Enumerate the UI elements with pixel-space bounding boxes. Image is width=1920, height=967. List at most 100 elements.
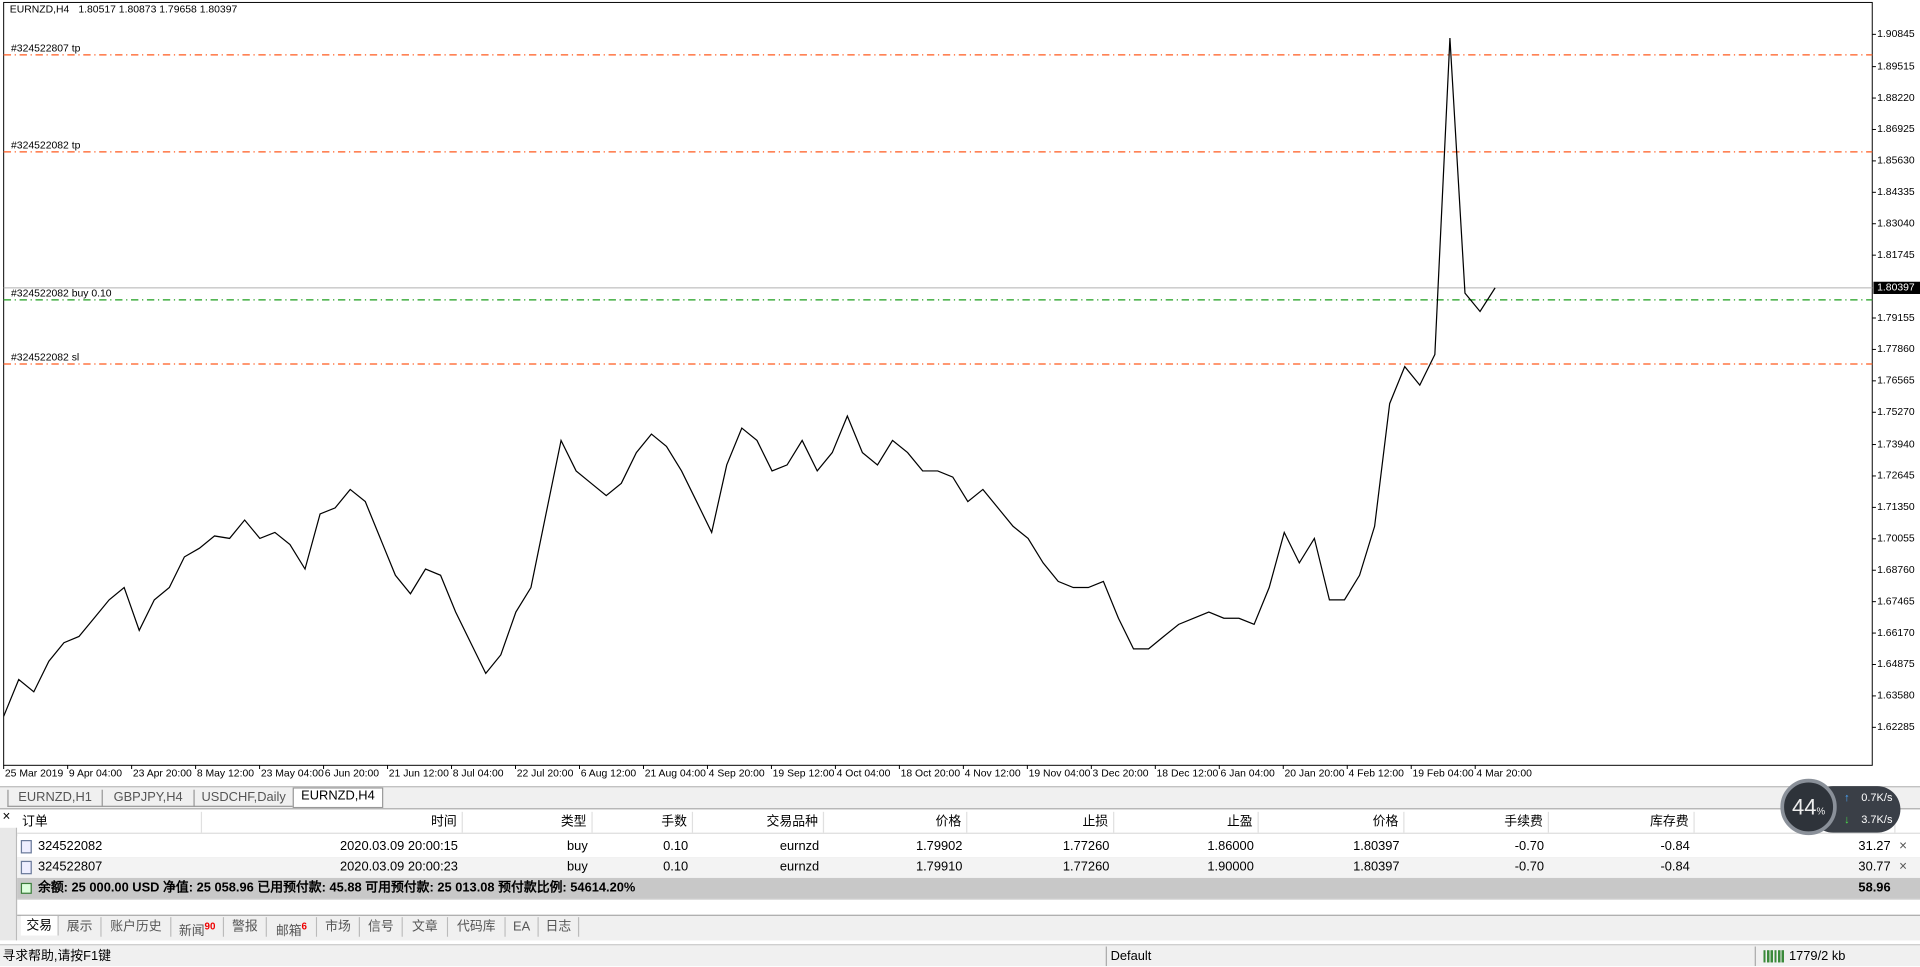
tab-badge: 6 — [301, 920, 308, 932]
y-tick-label: 1.79155 — [1877, 313, 1915, 324]
column-header[interactable]: 交易品种 — [693, 811, 825, 833]
tab-label: 警报 — [232, 919, 258, 935]
y-tick-label: 1.66170 — [1877, 628, 1915, 639]
order-icon — [20, 840, 32, 854]
table-cell: 1.86000 — [1207, 838, 1254, 854]
tab-label: 邮箱 — [275, 923, 302, 939]
x-tick-label: 9 Apr 04:00 — [69, 769, 122, 780]
bottom-tab[interactable]: 展示 — [58, 917, 102, 937]
column-header[interactable]: 手续费 — [1404, 811, 1549, 833]
table-cell: 1.80397 — [1353, 859, 1400, 875]
x-tick-label: 18 Dec 12:00 — [1157, 769, 1219, 780]
bottom-tab[interactable]: 交易 — [20, 915, 59, 936]
x-tick-label: 19 Feb 04:00 — [1412, 769, 1473, 780]
x-tick-label: 19 Sep 12:00 — [773, 769, 835, 780]
ohlc: 1.80517 1.80873 1.79658 1.80397 — [78, 5, 237, 16]
symbol: EURNZD,H4 — [10, 5, 70, 16]
bottom-tab[interactable]: 代码库 — [448, 917, 506, 937]
column-header[interactable]: 时间 — [202, 811, 463, 833]
chart-tab[interactable]: USDCHF,Daily — [193, 789, 294, 807]
y-tick-label: 1.67465 — [1877, 596, 1915, 607]
x-tick-label: 4 Nov 12:00 — [965, 769, 1021, 780]
widget-circle: 44% — [1780, 778, 1837, 836]
column-header[interactable]: 止损 — [967, 811, 1115, 833]
x-tick-label: 6 Aug 12:00 — [581, 769, 637, 780]
table-cell: 31.27 — [1858, 838, 1891, 854]
tab-label: 信号 — [367, 919, 394, 935]
close-order[interactable]: × — [1899, 838, 1908, 854]
bottom-tab[interactable]: 市场 — [317, 917, 361, 937]
y-tick-label: 1.86925 — [1877, 124, 1915, 135]
widget-up: 0.7K/s — [1861, 791, 1893, 804]
y-tick-label: 1.64875 — [1877, 659, 1915, 670]
y-tick-label: 1.90845 — [1877, 29, 1915, 40]
chart-tab[interactable]: EURNZD,H1 — [7, 789, 103, 807]
column-header[interactable]: 价格 — [1259, 811, 1405, 833]
x-tick-label: 4 Sep 20:00 — [709, 769, 765, 780]
bottom-tab[interactable]: EA — [505, 917, 539, 937]
price-label: 1.80397 — [1877, 283, 1915, 294]
status-help: 寻求帮助,请按F1键 — [2, 948, 112, 964]
table-cell: 2020.03.09 20:00:23 — [339, 859, 458, 875]
table-cell: -0.70 — [1514, 859, 1545, 875]
table-cell: 1.90000 — [1207, 859, 1254, 875]
table-row: 324522807 2020.03.09 20:00:23 buy 0.10 eurnz… — [17, 857, 1920, 880]
x-tick-label: 23 May 04:00 — [261, 769, 324, 780]
column-header[interactable]: 止盈 — [1114, 811, 1259, 833]
widget-percent: 44 — [1791, 794, 1817, 820]
x-tick-label: 18 Oct 20:00 — [901, 769, 961, 780]
y-tick-label: 1.88220 — [1877, 93, 1915, 104]
table-cell: buy — [567, 838, 588, 854]
y-tick-label: 1.70055 — [1877, 534, 1915, 545]
column-header[interactable]: 手数 — [593, 811, 694, 833]
table-row: 324522082 2020.03.09 20:00:15 buy 0.10 eurnz… — [17, 836, 1920, 859]
status-bar — [0, 944, 1920, 967]
x-tick-label: 4 Oct 04:00 — [837, 769, 891, 780]
tab-label: 日志 — [545, 919, 572, 935]
summary: 余额: 25 000.00 USD 净值: 25 058.96 已用预付款: 4… — [37, 880, 636, 896]
status-sep — [1105, 946, 1107, 967]
widget-sign: % — [1816, 805, 1826, 817]
y-tick-label: 1.63580 — [1877, 691, 1915, 702]
down-arrow: ↓ — [1844, 813, 1850, 826]
table-cell: -0.84 — [1660, 838, 1690, 854]
x-tick-label: 21 Jun 12:00 — [389, 769, 449, 780]
close-order[interactable]: × — [1899, 859, 1908, 875]
column-header[interactable]: 库存费 — [1549, 811, 1695, 833]
price-box — [1873, 281, 1920, 294]
table-cell: 1.77260 — [1062, 859, 1110, 875]
chart-tab[interactable]: GBPJPY,H4 — [101, 789, 195, 807]
bottom-tab[interactable]: 日志 — [538, 917, 580, 937]
chart-tab[interactable]: EURNZD,H4 — [292, 787, 384, 809]
tab-label: 新闻 — [178, 923, 205, 939]
table-cell: -0.84 — [1660, 859, 1690, 875]
y-tick-label: 1.73940 — [1877, 439, 1915, 450]
column-header[interactable]: 类型 — [463, 811, 593, 833]
y-tick-label: 1.84335 — [1877, 187, 1915, 198]
x-tick-label: 8 Jul 04:00 — [453, 769, 504, 780]
summary-profit: 58.96 — [1858, 880, 1891, 896]
summary-row: 余额: 25 000.00 USD 净值: 25 058.96 已用预付款: 4… — [17, 877, 1920, 901]
x-tick-label: 6 Jun 20:00 — [325, 769, 380, 780]
table-cell: 324522807 — [37, 859, 103, 875]
table-cell: 1.80397 — [1353, 838, 1400, 854]
bottom-tab[interactable]: 邮箱6 — [266, 917, 318, 939]
bottom-tab[interactable]: 文章 — [402, 917, 449, 937]
bottom-tab[interactable]: 信号 — [360, 917, 403, 937]
bottom-tab[interactable]: 警报 — [224, 917, 267, 937]
y-tick-label: 1.75270 — [1877, 407, 1915, 418]
y-tick-label: 1.83040 — [1877, 218, 1915, 229]
y-tick-label: 1.89515 — [1877, 61, 1915, 72]
column-header[interactable]: 价格 — [824, 811, 968, 833]
order-label: #324522082 sl — [11, 353, 79, 364]
table-cell: 2020.03.09 20:00:15 — [339, 838, 458, 854]
column-header[interactable]: 订单 — [17, 811, 203, 833]
y-tick-label: 1.71350 — [1877, 502, 1915, 513]
tab-label: 文章 — [412, 919, 438, 935]
widget-down: 3.7K/s — [1861, 813, 1893, 826]
bottom-tab[interactable]: 新闻90 — [171, 917, 225, 939]
close-x[interactable]: × — [2, 809, 11, 825]
table-header: 订单时间类型手数交易品种价格止损止盈价格手续费库存费获利 — [17, 811, 1920, 834]
bottom-tab[interactable]: 账户历史 — [101, 917, 172, 937]
chart: EURNZD,H4 1.80517 1.80873 1.79658 1.8039… — [3, 1, 1920, 780]
